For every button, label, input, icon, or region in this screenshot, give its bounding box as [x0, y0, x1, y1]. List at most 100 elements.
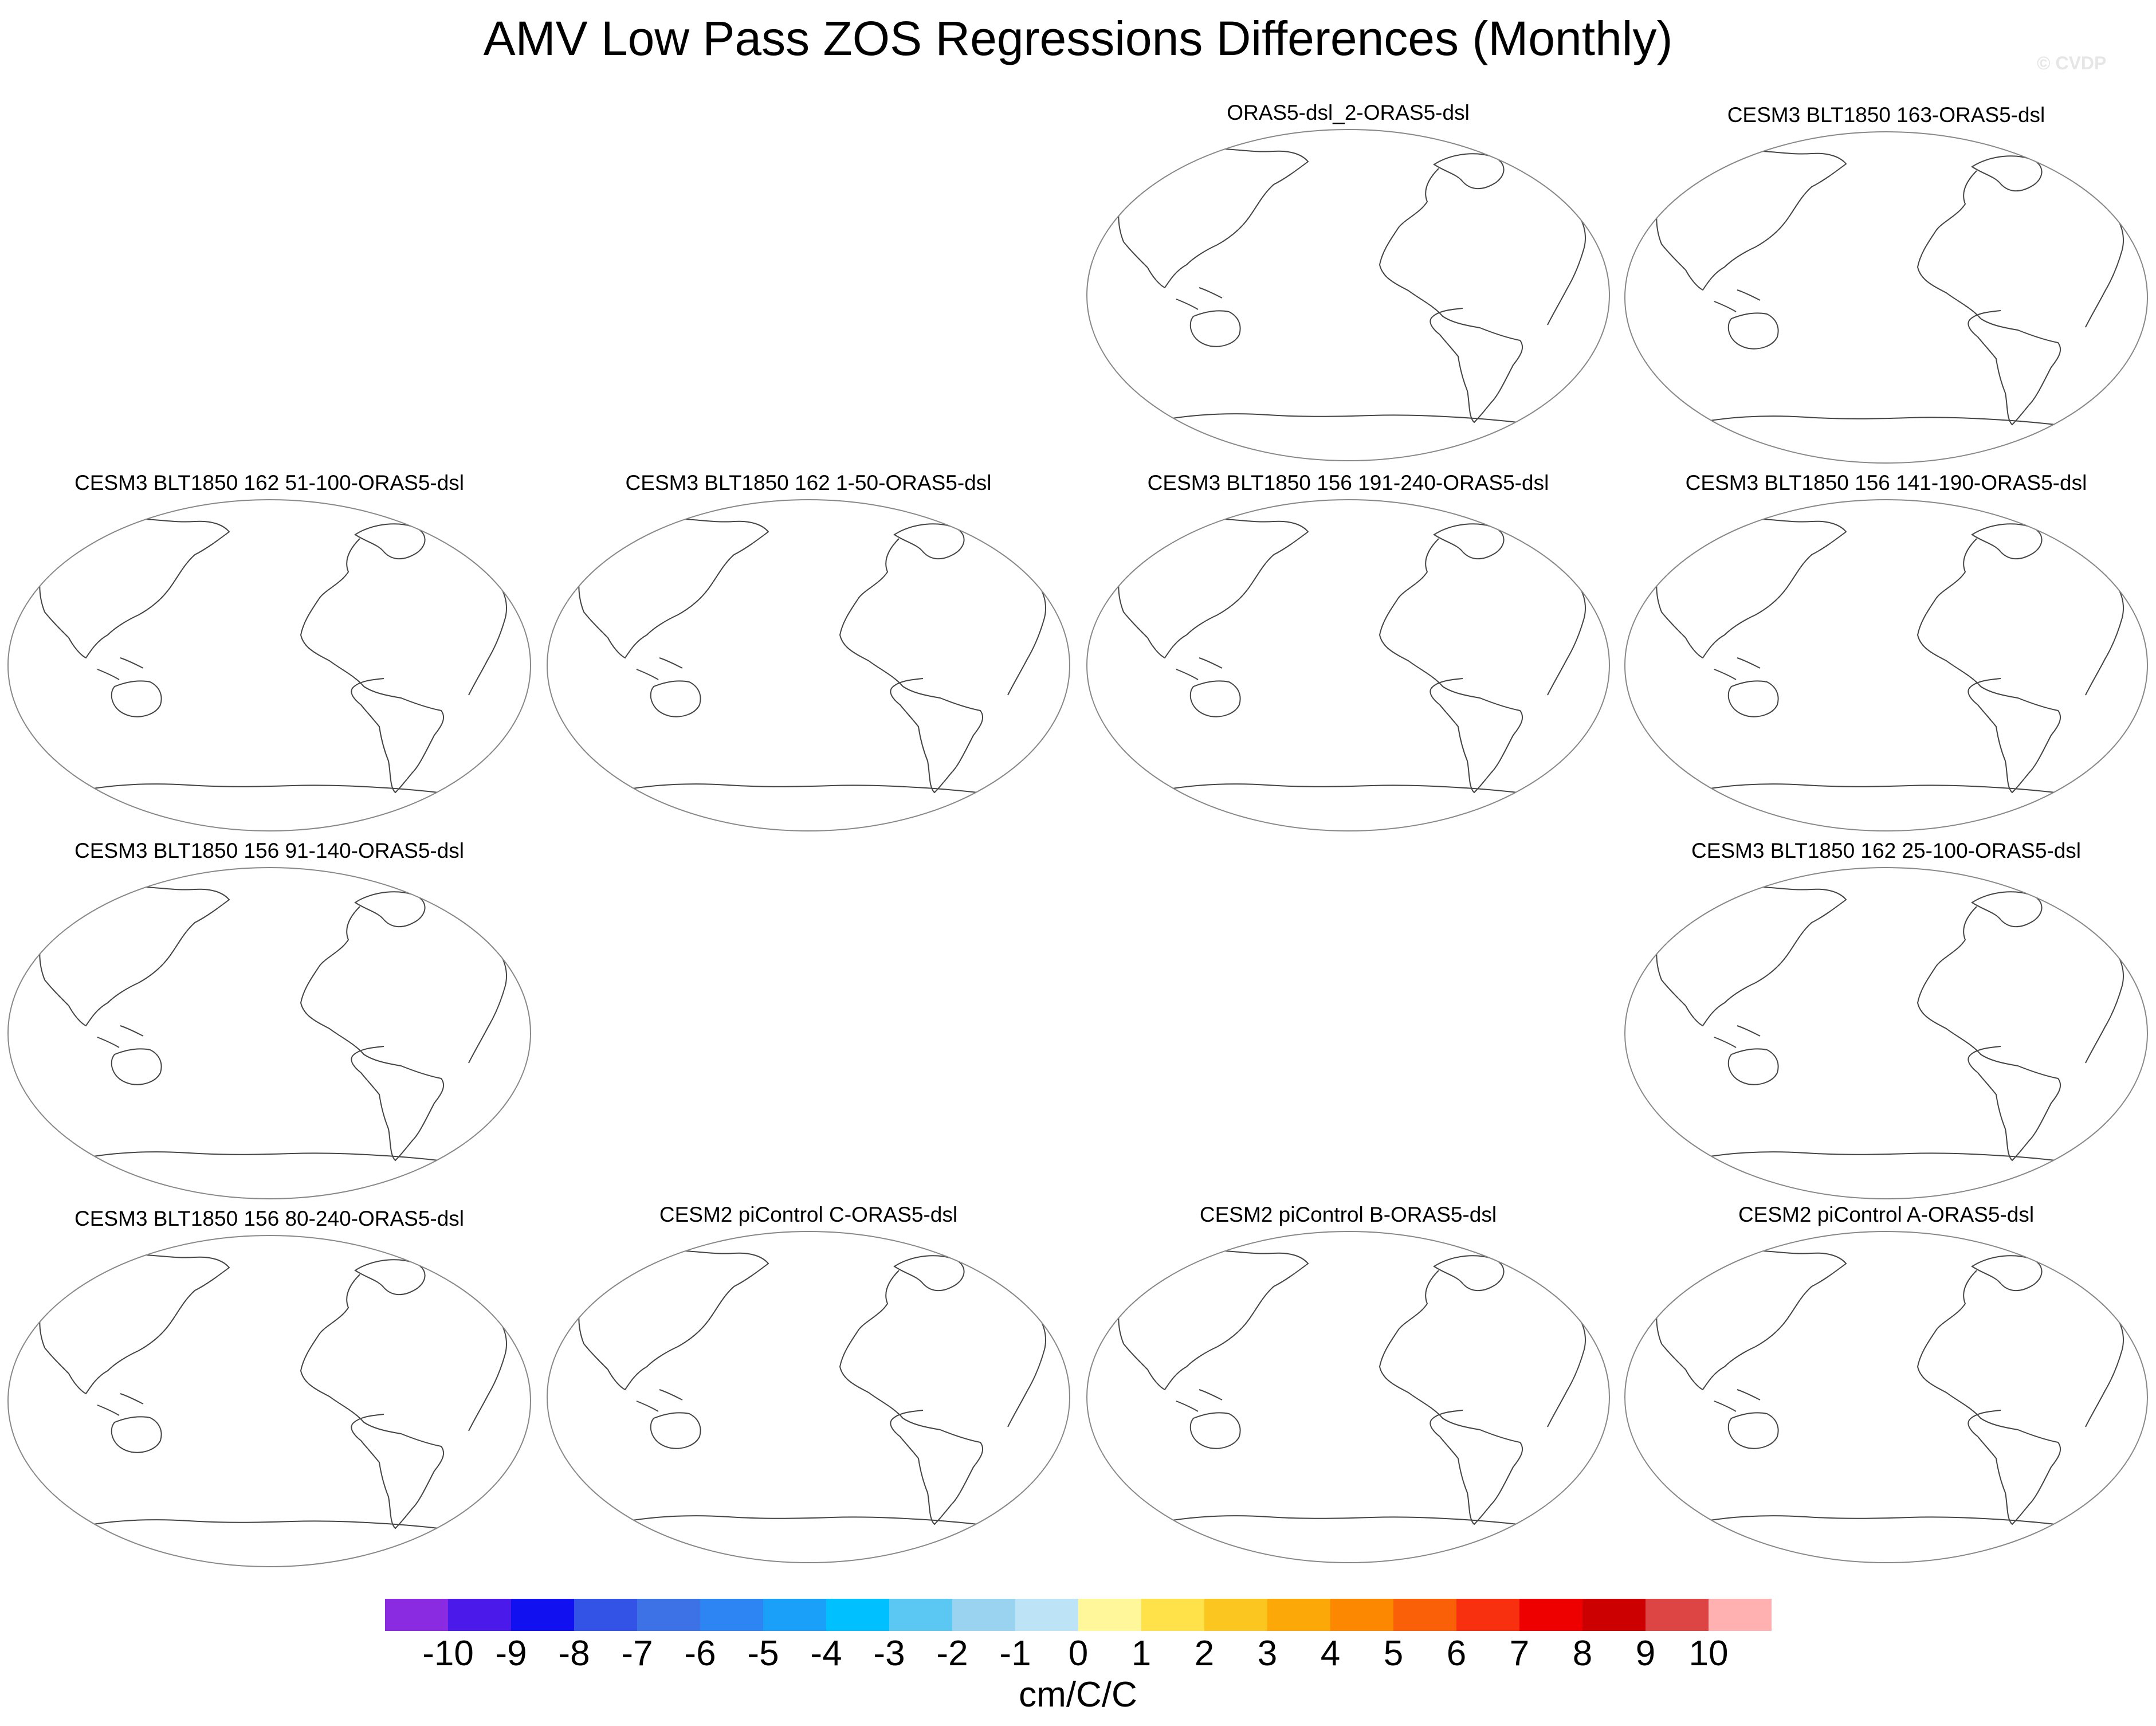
- coastline: [1164, 783, 1532, 795]
- map-panel: CESM3 BLT1850 156 191-240-ORAS5-dsl: [1085, 469, 1612, 833]
- coastline: [1199, 287, 1223, 299]
- coastline: [39, 1254, 230, 1395]
- map-border: [1086, 1231, 1610, 1563]
- panel-title: ORAS5-dsl_2-ORAS5-dsl: [1227, 101, 1470, 124]
- coastline: [354, 1259, 426, 1296]
- world-map: [547, 499, 1070, 831]
- coastline: [1971, 155, 2043, 192]
- coastline: [2085, 1277, 2124, 1427]
- coastline: [1917, 170, 2061, 426]
- coastline: [1727, 1412, 1779, 1449]
- panel-title: CESM3 BLT1850 162 25-100-ORAS5-dsl: [1691, 839, 2082, 862]
- map-border: [7, 1235, 531, 1567]
- colorbar-swatch: [1393, 1599, 1456, 1631]
- coastline: [1433, 523, 1505, 560]
- coastline: [300, 538, 445, 794]
- world-map: [7, 1235, 531, 1567]
- coastline: [839, 538, 984, 794]
- coastline: [300, 906, 445, 1162]
- map-panel: CESM3 BLT1850 163-ORAS5-dsl: [1623, 101, 2150, 465]
- colorbar-swatch: [700, 1599, 763, 1631]
- coastline: [1727, 312, 1779, 350]
- coastline: [1714, 1037, 1737, 1048]
- coastline: [1199, 1389, 1223, 1401]
- coastline: [1164, 413, 1532, 425]
- coastline: [1917, 906, 2061, 1162]
- coastline: [468, 913, 508, 1064]
- coastline: [659, 657, 683, 669]
- panel-title: CESM3 BLT1850 156 191-240-ORAS5-dsl: [1147, 471, 1549, 495]
- coastline: [893, 523, 965, 560]
- coastline: [97, 669, 120, 680]
- coastline: [1118, 518, 1309, 659]
- coastline: [97, 1037, 120, 1048]
- coastline: [1547, 1277, 1586, 1427]
- map-panel: CESM2 piControl B-ORAS5-dsl: [1085, 1201, 1612, 1565]
- map-border: [547, 1231, 1070, 1563]
- coastline: [1971, 1255, 2043, 1292]
- coastline: [1702, 783, 2070, 795]
- world-map: [1624, 131, 2148, 464]
- colorbar-tick-label: -1: [999, 1634, 1031, 1673]
- map-border: [1624, 867, 2148, 1199]
- colorbar-swatch: [889, 1599, 952, 1631]
- colorbar-swatch: [1456, 1599, 1519, 1631]
- coastline: [1737, 289, 1761, 301]
- colorbar-swatch: [1519, 1599, 1582, 1631]
- coastline: [1727, 1048, 1779, 1085]
- coastline: [354, 891, 426, 928]
- coastline: [1702, 1151, 2070, 1163]
- coastline: [1118, 148, 1309, 289]
- coastline: [111, 680, 162, 717]
- panel-title: CESM2 piControl B-ORAS5-dsl: [1199, 1203, 1497, 1226]
- coastline: [85, 783, 453, 795]
- coastline: [1189, 310, 1241, 347]
- world-map: [1086, 499, 1610, 831]
- coastline: [1379, 538, 1523, 794]
- coastline: [1702, 1515, 2070, 1527]
- colorbar-swatch: [1330, 1599, 1393, 1631]
- coastline: [1176, 669, 1199, 680]
- coastline: [1189, 680, 1241, 717]
- coastline: [300, 1274, 445, 1529]
- colorbar-swatch: [1709, 1599, 1772, 1631]
- coastline: [120, 1025, 144, 1037]
- panel-title: CESM3 BLT1850 162 1-50-ORAS5-dsl: [625, 471, 992, 495]
- coastline: [1189, 1412, 1241, 1449]
- coastline: [1714, 669, 1737, 680]
- map-panel: CESM3 BLT1850 162 51-100-ORAS5-dsl: [6, 469, 533, 833]
- map-panel: CESM2 piControl C-ORAS5-dsl: [545, 1201, 1072, 1565]
- map-panel: CESM3 BLT1850 156 91-140-ORAS5-dsl: [6, 837, 533, 1201]
- coastline: [111, 1048, 162, 1085]
- coastline: [39, 886, 230, 1027]
- map-panel: ORAS5-dsl_2-ORAS5-dsl: [1085, 99, 1612, 463]
- coastline: [1176, 1401, 1199, 1412]
- colorbar-swatch: [448, 1599, 511, 1631]
- map-panel: CESM2 piControl A-ORAS5-dsl: [1623, 1201, 2150, 1565]
- colorbar-tick-label: -4: [810, 1634, 842, 1673]
- coastline: [1199, 657, 1223, 669]
- colorbar-tick-label: -7: [621, 1634, 653, 1673]
- coastline: [111, 1416, 162, 1453]
- colorbar-swatch: [1267, 1599, 1330, 1631]
- colorbar-tick-label: -8: [558, 1634, 590, 1673]
- coastline: [650, 680, 701, 717]
- panel-title: CESM3 BLT1850 163-ORAS5-dsl: [1727, 103, 2045, 127]
- colorbar-swatch: [1582, 1599, 1646, 1631]
- colorbar-tick-label: 5: [1384, 1634, 1403, 1673]
- colorbar-tick-label: 9: [1636, 1634, 1655, 1673]
- colorbar-swatch: [763, 1599, 826, 1631]
- colorbar-tick-label: -6: [684, 1634, 716, 1673]
- world-map: [1624, 867, 2148, 1199]
- coastline: [39, 518, 230, 659]
- coastline: [636, 669, 659, 680]
- coastline: [893, 1255, 965, 1292]
- colorbar-tick-label: 1: [1132, 1634, 1151, 1673]
- coastline: [1714, 301, 1737, 312]
- map-panel: CESM3 BLT1850 162 1-50-ORAS5-dsl: [545, 469, 1072, 833]
- colorbar-tick-label: 10: [1689, 1634, 1729, 1673]
- world-map: [1086, 129, 1610, 461]
- panel-title: CESM3 BLT1850 156 141-190-ORAS5-dsl: [1685, 471, 2087, 495]
- colorbar-tick-label: 8: [1573, 1634, 1592, 1673]
- coastline: [85, 1151, 453, 1163]
